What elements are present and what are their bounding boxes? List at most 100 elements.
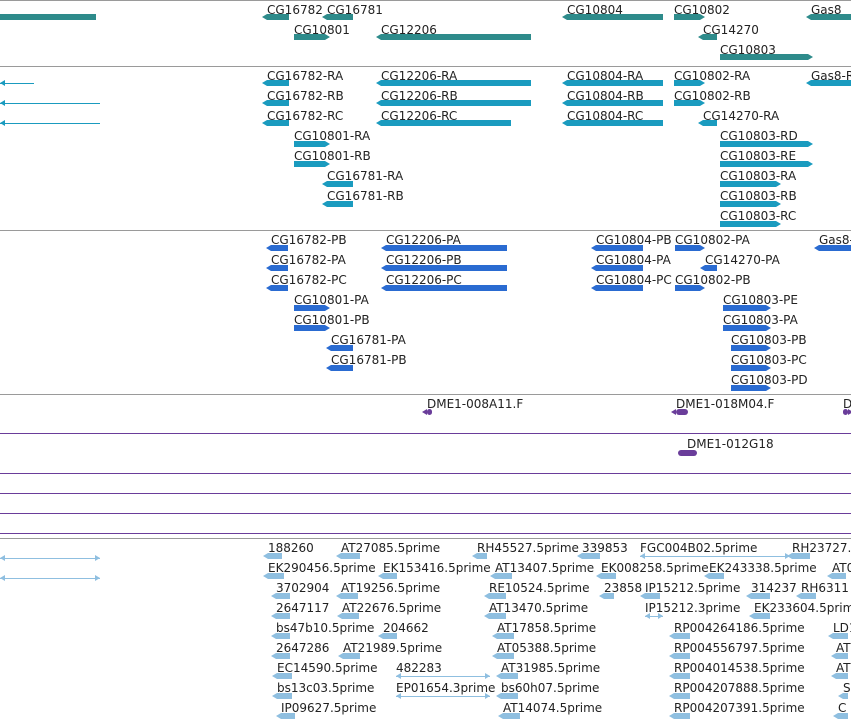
feature-label[interactable]: 482283: [396, 661, 442, 675]
feature-label[interactable]: 3702904: [276, 581, 330, 595]
feature-label[interactable]: IP15212.5prime: [645, 581, 741, 595]
feature-label[interactable]: EK233604.5prime: [754, 601, 851, 615]
feature-label[interactable]: EP01654.3prime: [396, 681, 496, 695]
feature-label[interactable]: CG10803-PC: [731, 353, 807, 367]
feature-label[interactable]: CG10803-PA: [723, 313, 798, 327]
feature-label[interactable]: AT22676.5prime: [342, 601, 442, 615]
feature-label[interactable]: CG16781-PB: [331, 353, 407, 367]
feature-label[interactable]: CG10803: [720, 43, 776, 57]
feature-label[interactable]: RE10524.5prime: [489, 581, 590, 595]
feature-label[interactable]: RH45527.5prime: [477, 541, 579, 555]
feature-label[interactable]: Gas8: [811, 3, 842, 17]
feature-label[interactable]: RP004014538.5prime: [674, 661, 805, 675]
feature-label[interactable]: bs47b10.5prime: [276, 621, 375, 635]
feature-label[interactable]: CG12206-RC: [381, 109, 458, 123]
feature-label[interactable]: CG10803-RA: [720, 169, 797, 183]
feature-label[interactable]: CG12206: [381, 23, 437, 37]
feature-label[interactable]: EK290456.5prime: [268, 561, 376, 575]
feature-label[interactable]: CG14270-RA: [703, 109, 780, 123]
feature-label[interactable]: CG16782: [267, 3, 323, 17]
feature-label[interactable]: EK153416.5prime: [383, 561, 491, 575]
feature-label[interactable]: 2647117: [276, 601, 330, 615]
feature-label[interactable]: RP004264186.5prime: [674, 621, 805, 635]
feature-label[interactable]: CG16782-PA: [271, 253, 346, 267]
feature-label[interactable]: CG10804: [567, 3, 623, 17]
feature-label[interactable]: CG10803-PB: [731, 333, 807, 347]
feature-label[interactable]: CG10802-PB: [675, 273, 751, 287]
feature-label[interactable]: CG16781-PA: [331, 333, 406, 347]
feature-label[interactable]: CG10801-RB: [294, 149, 371, 163]
feature-label[interactable]: 339853: [582, 541, 628, 555]
feature-label[interactable]: DME1-008A11.F: [427, 397, 524, 411]
feature-label[interactable]: CG10804-PB: [596, 233, 672, 247]
feature-label[interactable]: bs60h07.5prime: [501, 681, 600, 695]
feature-label[interactable]: 314237: [751, 581, 797, 595]
feature-label[interactable]: CG16782-RB: [267, 89, 344, 103]
feature-label[interactable]: IP15212.3prime: [645, 601, 741, 615]
feature-label[interactable]: RP004207888.5prime: [674, 681, 805, 695]
feature-label[interactable]: RP004556797.5prime: [674, 641, 805, 655]
feature-label[interactable]: CG10804-PA: [596, 253, 671, 267]
feature-label[interactable]: AT0: [832, 561, 851, 575]
feature-label[interactable]: RH23727.5: [792, 541, 851, 555]
feature-label[interactable]: CG10804-RB: [567, 89, 644, 103]
feature-label[interactable]: CG10803-RB: [720, 189, 797, 203]
feature-label[interactable]: DME1-012G18: [687, 437, 774, 451]
feature-label[interactable]: CG10803-PE: [723, 293, 798, 307]
feature-label[interactable]: CG16782-PC: [271, 273, 347, 287]
feature-label[interactable]: AT13470.5prime: [489, 601, 589, 615]
feature-label[interactable]: Gas8-: [819, 233, 851, 247]
feature-label[interactable]: RH6311: [801, 581, 849, 595]
feature-label[interactable]: CG12206-RA: [381, 69, 458, 83]
feature-label[interactable]: CG16782-PB: [271, 233, 347, 247]
feature-label[interactable]: CG16782-RC: [267, 109, 344, 123]
feature-label[interactable]: CG12206-RB: [381, 89, 458, 103]
feature-label[interactable]: CG10804-RA: [567, 69, 644, 83]
feature-label[interactable]: CG10802-RB: [674, 89, 751, 103]
feature-label[interactable]: RP004207391.5prime: [674, 701, 805, 715]
feature-label[interactable]: AT: [836, 661, 851, 675]
feature-label[interactable]: AT21989.5prime: [343, 641, 443, 655]
feature-label[interactable]: CG14270-PA: [705, 253, 780, 267]
feature-label[interactable]: AT31985.5prime: [501, 661, 601, 675]
feature-label[interactable]: S: [843, 681, 851, 695]
feature-label[interactable]: CG10802-RA: [674, 69, 751, 83]
feature-label[interactable]: AT27085.5prime: [341, 541, 441, 555]
feature-label[interactable]: CG10802-PA: [675, 233, 750, 247]
feature-label[interactable]: CG10803-RC: [720, 209, 797, 223]
feature-label[interactable]: CG16781-RA: [327, 169, 404, 183]
feature-label[interactable]: CG12206-PC: [386, 273, 462, 287]
feature-label[interactable]: CG12206-PB: [386, 253, 462, 267]
feature-label[interactable]: CG16782-RA: [267, 69, 344, 83]
feature-label[interactable]: CG16781-RB: [327, 189, 404, 203]
feature-label[interactable]: EK243338.5prime: [709, 561, 817, 575]
feature-label[interactable]: CG16781: [327, 3, 383, 17]
feature-label[interactable]: EC14590.5prime: [277, 661, 378, 675]
feature-label[interactable]: CG10804-RC: [567, 109, 644, 123]
feature-label[interactable]: CG10803-RD: [720, 129, 798, 143]
feature-label[interactable]: CG10801-PA: [294, 293, 369, 307]
feature-label[interactable]: AT: [836, 641, 851, 655]
feature-label[interactable]: AT14074.5prime: [503, 701, 603, 715]
feature-label[interactable]: 2647286: [276, 641, 330, 655]
feature-label[interactable]: AT05388.5prime: [497, 641, 597, 655]
feature-label[interactable]: DME1-018M04.F: [676, 397, 775, 411]
feature-label[interactable]: Gas8-R: [811, 69, 851, 83]
feature-label[interactable]: AT19256.5prime: [341, 581, 441, 595]
feature-label[interactable]: D: [843, 397, 851, 411]
feature-label[interactable]: AT17858.5prime: [497, 621, 597, 635]
feature-label[interactable]: CG10802: [674, 3, 730, 17]
feature-label[interactable]: CG10804-PC: [596, 273, 672, 287]
feature-label[interactable]: CG12206-PA: [386, 233, 461, 247]
feature-label[interactable]: CG10801-PB: [294, 313, 370, 327]
feature-label[interactable]: CG10801: [294, 23, 350, 37]
feature-label[interactable]: CG10803-PD: [731, 373, 808, 387]
feature-label[interactable]: FGC004B02.5prime: [640, 541, 758, 555]
feature-label[interactable]: LD1: [833, 621, 851, 635]
feature-label[interactable]: CG14270: [703, 23, 759, 37]
feature-label[interactable]: EK008258.5prime: [601, 561, 709, 575]
feature-label[interactable]: 23858: [604, 581, 643, 595]
feature-label[interactable]: 188260: [268, 541, 314, 555]
feature-label[interactable]: 204662: [383, 621, 429, 635]
feature-label[interactable]: C: [838, 701, 847, 715]
